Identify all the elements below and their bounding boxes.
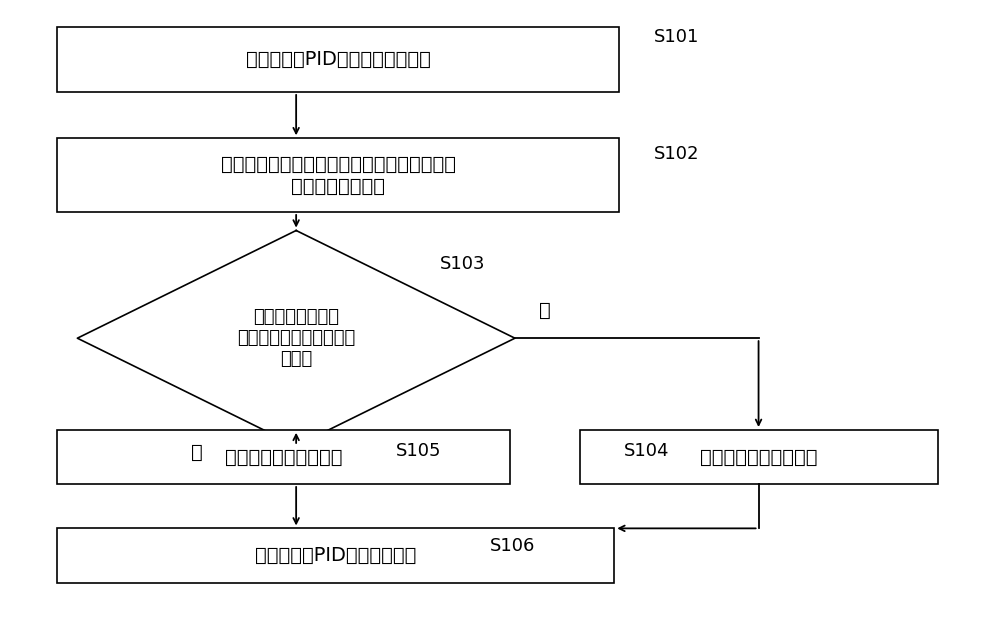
Text: S102: S102 <box>654 145 700 163</box>
Text: 控制器控制PID抑制电路断开连接: 控制器控制PID抑制电路断开连接 <box>246 50 431 69</box>
Text: 控制器控制PID抑制电路导通: 控制器控制PID抑制电路导通 <box>255 546 417 565</box>
Bar <box>57 138 619 212</box>
Text: 是: 是 <box>191 443 203 461</box>
Text: S104: S104 <box>624 442 670 460</box>
Text: 控制器判断电池板
的对地绝缘阻抗是否大于
预设值: 控制器判断电池板 的对地绝缘阻抗是否大于 预设值 <box>237 309 355 368</box>
Text: S105: S105 <box>396 442 441 460</box>
Bar <box>57 528 614 582</box>
Text: 否: 否 <box>539 301 551 320</box>
Text: 控制器控制逆变器启动: 控制器控制逆变器启动 <box>225 448 342 466</box>
Text: 控制器控制检测电路的导通与关断，检测电池
板的对地绝缘阻抗: 控制器控制检测电路的导通与关断，检测电池 板的对地绝缘阻抗 <box>221 155 456 196</box>
Bar <box>57 430 510 484</box>
Text: S103: S103 <box>440 255 486 273</box>
Text: S101: S101 <box>654 27 700 45</box>
Text: 控制器报绝缘阻抗故障: 控制器报绝缘阻抗故障 <box>700 448 817 466</box>
Bar <box>580 430 938 484</box>
Text: S106: S106 <box>490 537 535 555</box>
Bar <box>57 27 619 92</box>
